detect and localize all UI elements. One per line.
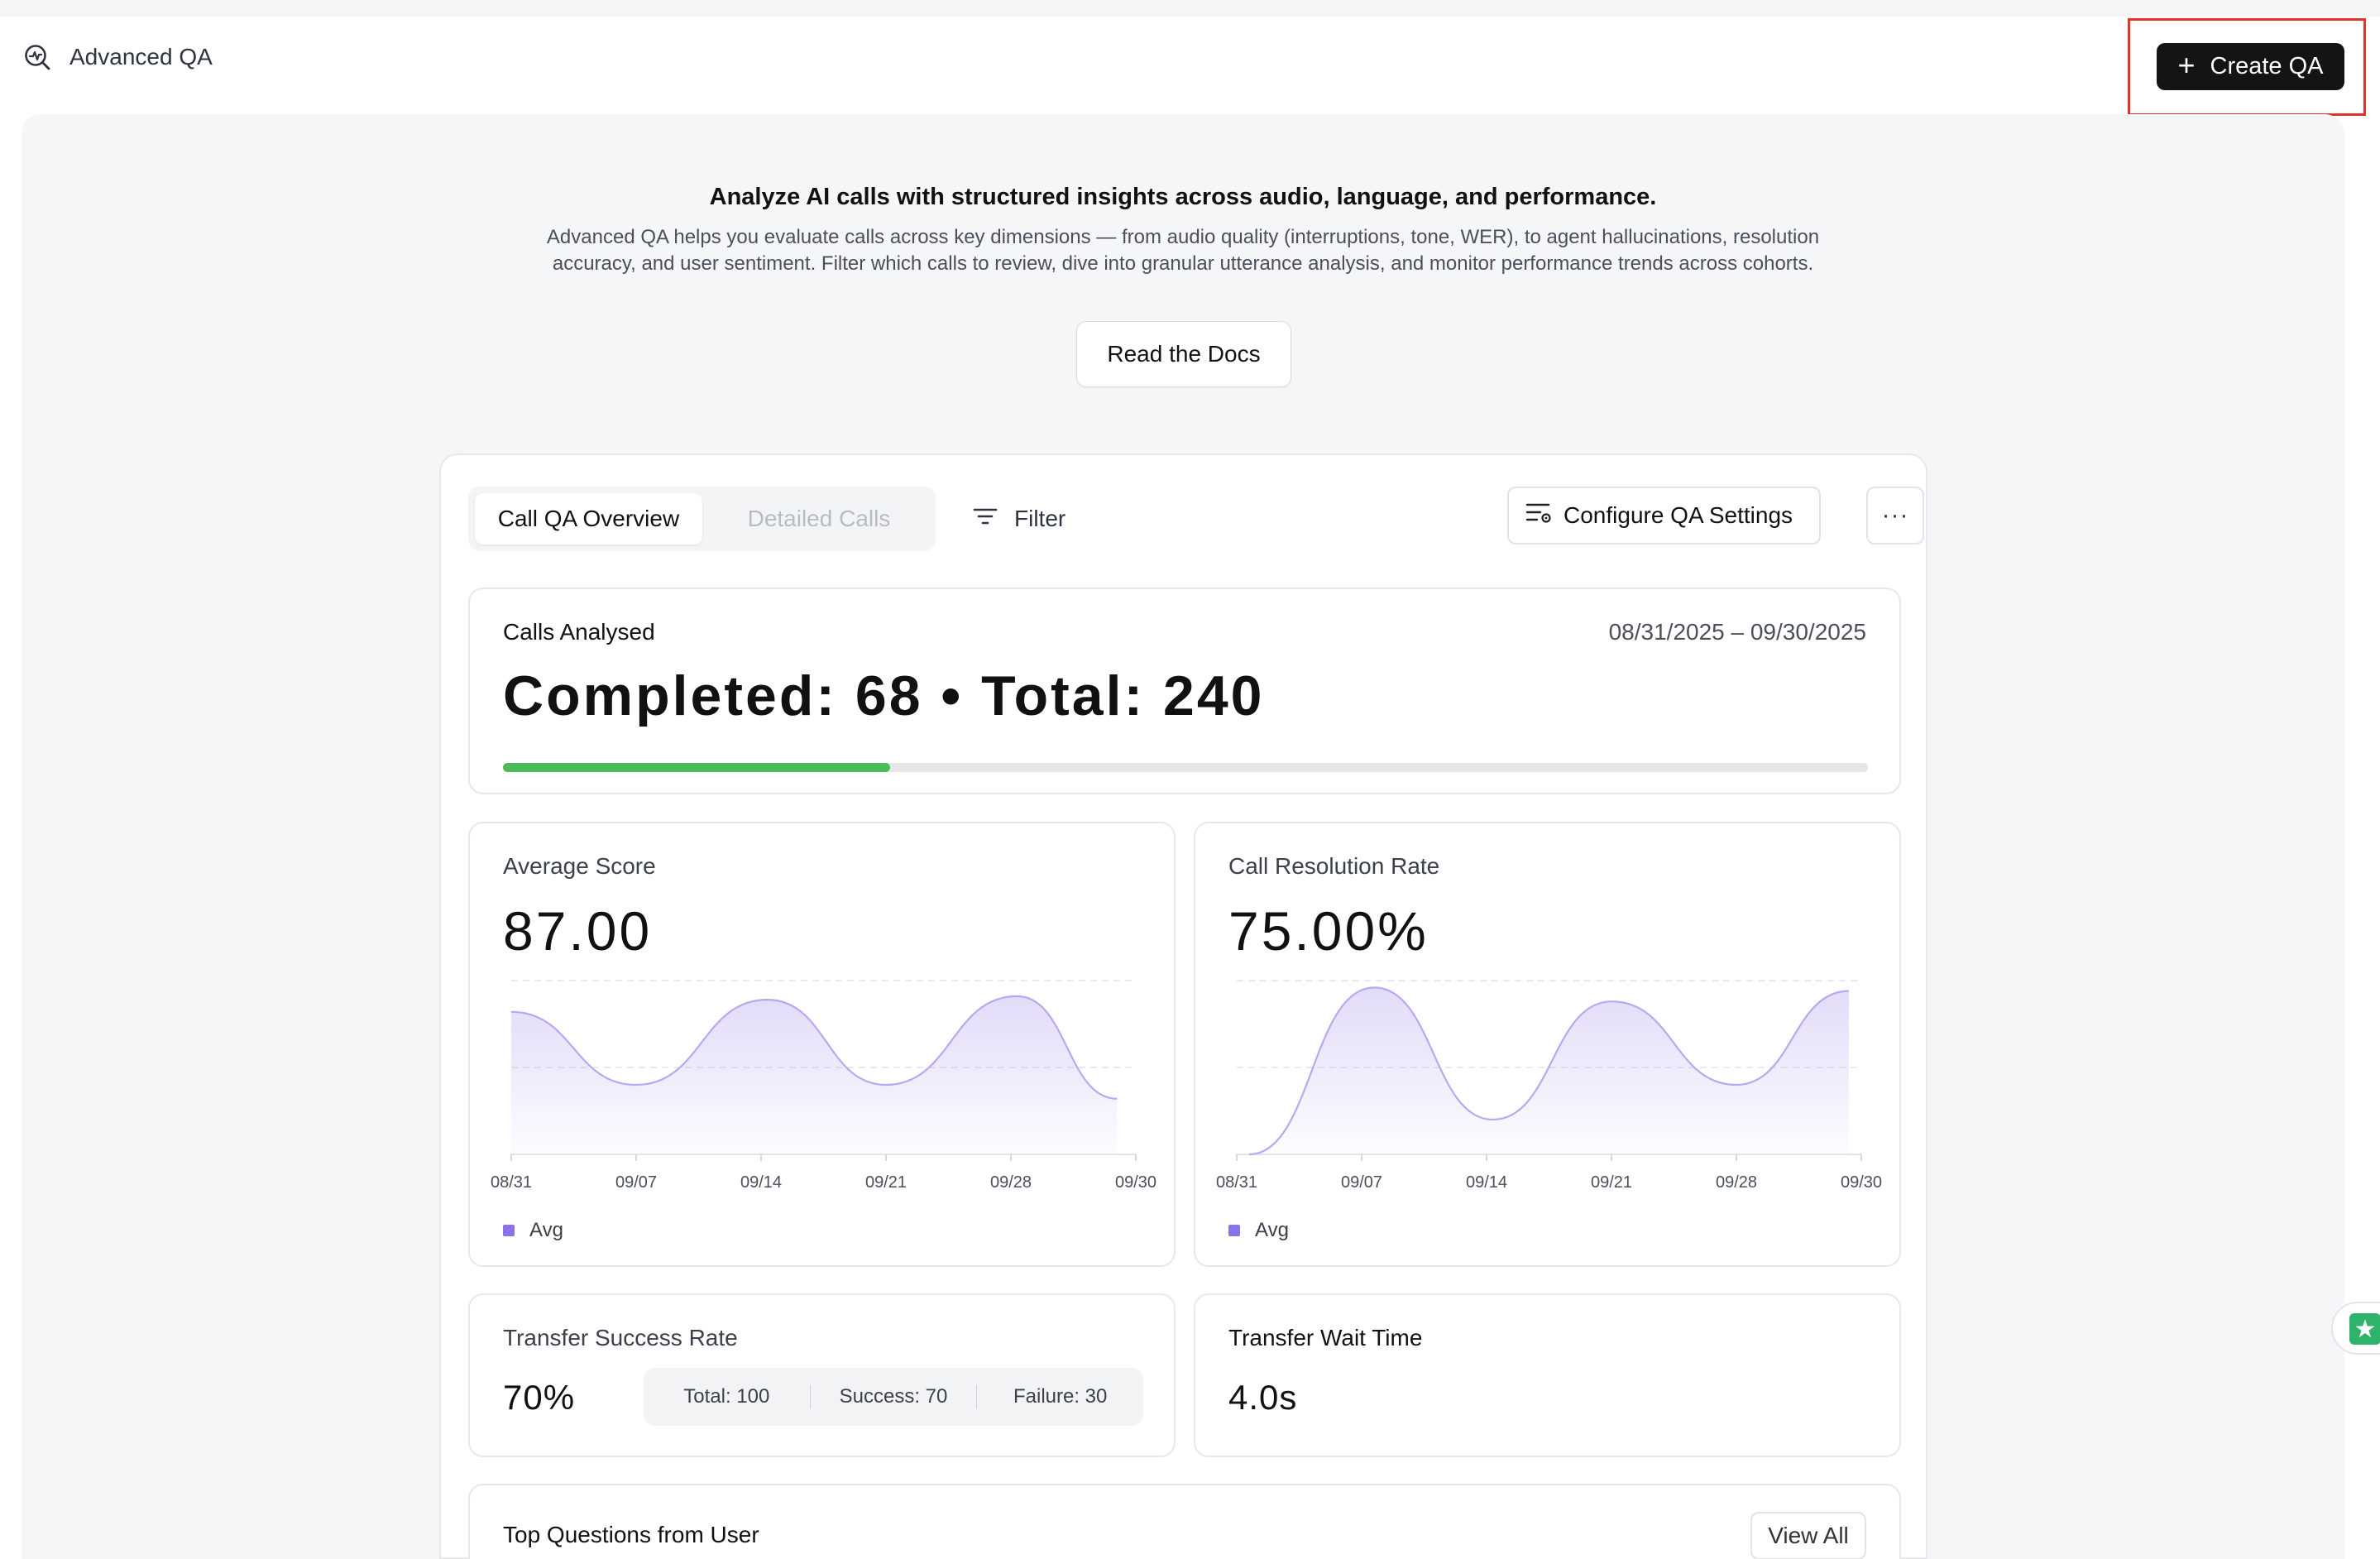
legend-label: Avg [529, 1219, 563, 1241]
tab-group: Call QA Overview Detailed Calls [468, 487, 936, 551]
plus-icon: + [2177, 48, 2196, 82]
date-range: 08/31/2025 – 09/30/2025 [1608, 619, 1866, 645]
calls-progress-fill [503, 763, 890, 772]
transfer-breakdown: Total: 100 Success: 70 Failure: 30 [644, 1368, 1143, 1426]
transfer-success-card: Transfer Success Rate 70% Total: 100 Suc… [468, 1293, 1176, 1457]
x-tick-label: 09/21 [865, 1173, 907, 1192]
filter-label: Filter [1014, 506, 1066, 531]
x-tick-label: 09/30 [1115, 1173, 1156, 1192]
legend-label: Avg [1255, 1219, 1289, 1241]
feedback-widget[interactable]: ★ [2331, 1302, 2380, 1355]
x-tick-label: 09/21 [1591, 1173, 1632, 1192]
view-all-button[interactable]: View All [1750, 1512, 1866, 1559]
calls-progress-bar [503, 763, 1868, 772]
x-tick-label: 09/14 [740, 1173, 782, 1192]
series-area [1249, 987, 1849, 1154]
call-resolution-legend: Avg [1228, 1219, 1289, 1242]
average-score-label: Average Score [503, 853, 656, 879]
call-resolution-label: Call Resolution Rate [1228, 853, 1440, 879]
average-score-legend: Avg [503, 1219, 563, 1242]
series-area [511, 995, 1118, 1154]
call-resolution-value: 75.00% [1228, 900, 1429, 962]
intro-headline: Analyze AI calls with structured insight… [709, 184, 1657, 210]
filter-icon [973, 506, 998, 532]
search-activity-icon [23, 43, 51, 71]
x-tick-label: 09/28 [990, 1173, 1032, 1192]
qa-dashboard: Call QA Overview Detailed Calls Filter [439, 453, 1927, 1559]
app-header: Advanced QA [0, 17, 2380, 114]
call-resolution-card: Call Resolution Rate 75.00% 08/31 09/07 09… [1194, 822, 1901, 1267]
settings-sliders-icon [1525, 501, 1554, 531]
transfer-success-label: Transfer Success Rate [503, 1325, 738, 1350]
star-icon: ★ [2349, 1313, 2380, 1345]
page-title: Advanced QA [69, 44, 213, 70]
transfer-success-value: 70% [503, 1378, 576, 1417]
create-qa-button[interactable]: + Create QA [2157, 43, 2344, 90]
create-qa-label: Create QA [2210, 53, 2324, 79]
filter-button[interactable]: Filter [965, 487, 1074, 551]
transfer-total: Total: 100 [683, 1385, 770, 1408]
x-tick-label: 09/30 [1841, 1173, 1882, 1192]
main-panel: Analyze AI calls with structured insight… [22, 114, 2344, 1559]
series-line [510, 995, 1118, 1100]
series-line [1249, 986, 1849, 1156]
transfer-failure-count: Failure: 30 [1013, 1385, 1108, 1408]
transfer-wait-card: Transfer Wait Time 4.0s [1194, 1293, 1901, 1457]
calls-analysed-card: Calls Analysed 08/31/2025 – 09/30/2025 C… [468, 588, 1901, 794]
call-resolution-chart: 08/31 09/07 09/14 09/21 09/28 09/30 [1216, 980, 1882, 1192]
x-tick-label: 08/31 [1216, 1173, 1257, 1192]
transfer-wait-value: 4.0s [1228, 1378, 1298, 1417]
divider [809, 1385, 811, 1408]
legend-swatch [1228, 1225, 1240, 1236]
top-strip [0, 0, 2380, 17]
tab-detailed-calls[interactable]: Detailed Calls [709, 493, 929, 544]
calls-summary: Completed: 68 • Total: 240 [503, 664, 1265, 727]
configure-qa-settings-label: Configure QA Settings [1564, 502, 1793, 528]
top-questions-card: Top Questions from User View All [468, 1484, 1901, 1559]
calls-analysed-label: Calls Analysed [503, 619, 655, 645]
read-docs-button[interactable]: Read the Docs [1076, 321, 1291, 387]
x-tick-label: 09/28 [1716, 1173, 1757, 1192]
configure-qa-settings-button[interactable]: Configure QA Settings [1507, 487, 1821, 544]
average-score-chart: 08/31 09/07 09/14 09/21 09/28 09/30 [491, 980, 1156, 1192]
x-tick-label: 09/07 [615, 1173, 657, 1192]
transfer-success-count: Success: 70 [839, 1385, 948, 1408]
intro-description: Advanced QA helps you evaluate calls acr… [546, 226, 1820, 275]
tab-call-qa-overview[interactable]: Call QA Overview [475, 493, 702, 544]
intro-section: Analyze AI calls with structured insight… [22, 184, 2344, 277]
brand: Advanced QA [23, 43, 213, 71]
transfer-wait-label: Transfer Wait Time [1228, 1325, 1423, 1350]
dashboard-toolbar: Call QA Overview Detailed Calls Filter [468, 487, 1924, 553]
legend-swatch [503, 1225, 515, 1236]
more-options-button[interactable]: ··· [1866, 487, 1924, 544]
x-tick-label: 09/14 [1466, 1173, 1507, 1192]
x-tick-label: 08/31 [491, 1173, 532, 1192]
average-score-card: Average Score 87.00 08/31 09/07 09/14 09/21… [468, 822, 1176, 1267]
x-tick-label: 09/07 [1341, 1173, 1382, 1192]
top-questions-label: Top Questions from User [503, 1522, 759, 1547]
divider [976, 1385, 978, 1408]
average-score-value: 87.00 [503, 900, 653, 962]
